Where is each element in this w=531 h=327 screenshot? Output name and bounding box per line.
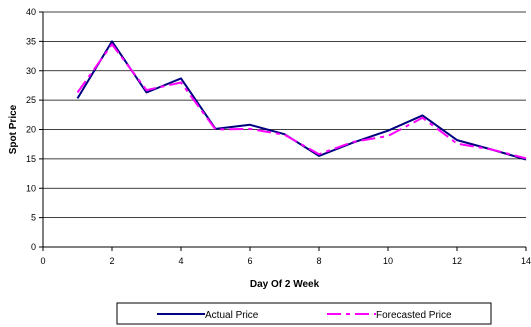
x-tick-label-14: 14 <box>521 256 531 266</box>
x-tick-label-8: 8 <box>316 256 321 266</box>
series-line-forecast <box>76 43 527 160</box>
x-tick-label-12: 12 <box>452 256 462 266</box>
x-tick-label-4: 4 <box>178 256 183 266</box>
x-tick-label-2: 2 <box>109 256 114 266</box>
legend-label-forecast: Forecasted Price <box>376 310 452 321</box>
y-tick-label-10: 10 <box>26 183 36 193</box>
legend: Actual Price Forecasted Price <box>116 302 492 325</box>
legend-label-actual: Actual Price <box>205 310 259 321</box>
x-tick-labels: 0 2 4 6 8 10 12 14 <box>40 247 531 266</box>
x-axis-title: Day Of 2 Week <box>250 279 320 290</box>
x-tick-label-6: 6 <box>247 256 252 266</box>
y-tick-label-30: 30 <box>26 66 36 76</box>
legend-box <box>116 302 492 325</box>
y-tick-label-15: 15 <box>26 154 36 164</box>
y-tick-label-25: 25 <box>26 95 36 105</box>
series-lines <box>76 40 527 161</box>
y-tick-labels: 0 5 10 15 20 25 30 35 40 <box>26 7 43 252</box>
y-tick-label-40: 40 <box>26 7 36 17</box>
y-tick-label-5: 5 <box>31 213 36 223</box>
y-tick-label-20: 20 <box>26 125 36 135</box>
y-tick-label-0: 0 <box>31 242 36 252</box>
gridlines <box>43 11 526 218</box>
x-tick-label-0: 0 <box>40 256 45 266</box>
y-axis-title: Spot Price <box>8 104 19 154</box>
x-tick-label-10: 10 <box>383 256 393 266</box>
y-tick-label-35: 35 <box>26 36 36 46</box>
